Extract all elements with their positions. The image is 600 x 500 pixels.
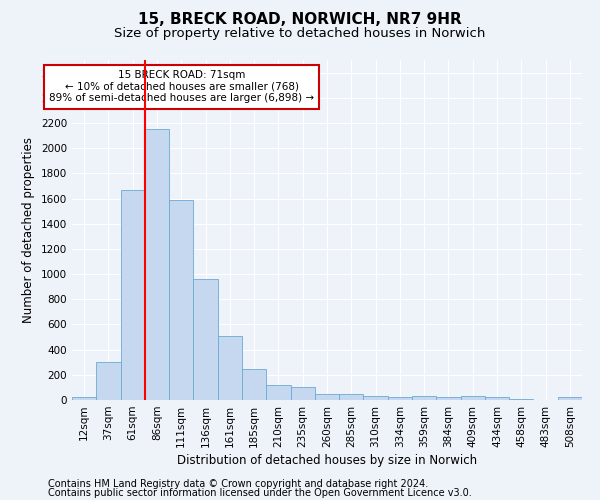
- Bar: [121, 190, 145, 400]
- Y-axis label: Number of detached properties: Number of detached properties: [22, 137, 35, 323]
- Bar: [388, 398, 412, 400]
- Bar: [290, 388, 315, 400]
- Bar: [412, 396, 436, 400]
- Text: 15 BRECK ROAD: 71sqm
← 10% of detached houses are smaller (768)
89% of semi-deta: 15 BRECK ROAD: 71sqm ← 10% of detached h…: [49, 70, 314, 103]
- Bar: [509, 398, 533, 400]
- Bar: [72, 397, 96, 400]
- Bar: [266, 385, 290, 400]
- Bar: [436, 398, 461, 400]
- Bar: [242, 368, 266, 400]
- Bar: [558, 397, 582, 400]
- Bar: [96, 362, 121, 400]
- Bar: [339, 394, 364, 400]
- Bar: [485, 398, 509, 400]
- Bar: [461, 396, 485, 400]
- Bar: [364, 396, 388, 400]
- Bar: [169, 200, 193, 400]
- Bar: [315, 394, 339, 400]
- Bar: [145, 130, 169, 400]
- X-axis label: Distribution of detached houses by size in Norwich: Distribution of detached houses by size …: [177, 454, 477, 467]
- Text: Contains public sector information licensed under the Open Government Licence v3: Contains public sector information licen…: [48, 488, 472, 498]
- Bar: [193, 279, 218, 400]
- Text: Size of property relative to detached houses in Norwich: Size of property relative to detached ho…: [115, 28, 485, 40]
- Text: 15, BRECK ROAD, NORWICH, NR7 9HR: 15, BRECK ROAD, NORWICH, NR7 9HR: [138, 12, 462, 28]
- Text: Contains HM Land Registry data © Crown copyright and database right 2024.: Contains HM Land Registry data © Crown c…: [48, 479, 428, 489]
- Bar: [218, 336, 242, 400]
